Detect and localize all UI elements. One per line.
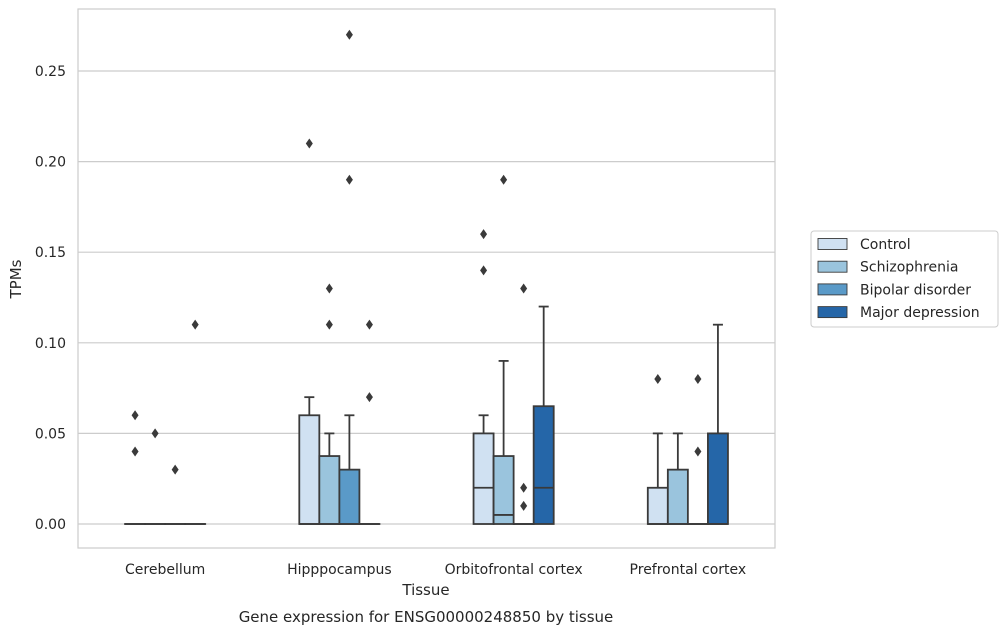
y-tick-label: 0.10 <box>35 336 66 352</box>
y-tick-label: 0.25 <box>35 64 66 80</box>
outlier-point <box>191 319 199 330</box>
outlier-point <box>480 265 488 276</box>
box-schizophrenia <box>318 283 341 525</box>
outlier-point <box>345 174 353 185</box>
box-schizophrenia <box>666 432 689 525</box>
outlier-point <box>305 138 313 149</box>
box-body <box>338 468 361 525</box>
box-major-depression <box>707 323 729 525</box>
legend-swatch <box>817 306 848 319</box>
y-tick-labels: 0.00 0.05 0.10 0.15 0.20 0.25 <box>35 64 66 533</box>
x-tick-label: Prefrontal cortex <box>630 562 747 578</box>
box-control <box>646 374 669 525</box>
box-bipolar-disorder <box>338 29 361 525</box>
legend-label: Bipolar disorder <box>860 282 971 298</box>
box-control <box>124 410 146 525</box>
x-tick-labels: Cerebellum Hipppocampus Orbitofrontal cort… <box>125 562 746 578</box>
y-tick-label: 0.20 <box>35 155 66 171</box>
legend-label: Control <box>860 237 911 253</box>
outlier-point <box>365 319 373 330</box>
box-control <box>298 138 321 525</box>
box-body <box>666 468 689 525</box>
outlier-point <box>694 446 702 457</box>
y-tick-label: 0.00 <box>35 517 66 533</box>
box-schizophrenia <box>492 174 515 525</box>
outlier-point <box>694 374 702 385</box>
x-tick-label: Orbitofrontal cortex <box>445 562 583 578</box>
box-body <box>707 432 729 525</box>
x-tick-label: Hipppocampus <box>287 562 392 578</box>
x-tick-label: Cerebellum <box>125 562 205 578</box>
legend-frame <box>810 230 999 328</box>
box-body <box>646 486 669 525</box>
y-tick-label: 0.05 <box>35 426 66 442</box>
box-body <box>472 432 495 525</box>
outlier-point <box>520 482 528 493</box>
outlier-point <box>520 500 528 511</box>
box-body <box>492 455 515 525</box>
outlier-point <box>480 229 488 240</box>
outlier-point <box>131 446 139 457</box>
plot-background <box>78 9 775 548</box>
outlier-point <box>500 174 508 185</box>
outlier-point <box>151 428 159 439</box>
outlier-point <box>365 392 373 403</box>
box-body <box>318 455 341 525</box>
x-axis-label: Tissue <box>401 581 449 599</box>
outlier-point <box>345 29 353 40</box>
box-major-depression <box>184 319 207 525</box>
box-bipolar-disorder <box>686 374 709 525</box>
outlier-point <box>654 374 662 385</box>
outlier-point <box>171 464 179 475</box>
legend-swatch <box>817 283 848 296</box>
outlier-point <box>325 319 333 330</box>
legend: Control Schizophrenia Bipolar disorder Majo… <box>810 230 999 328</box>
y-axis-label: TPMs <box>7 259 25 299</box>
box-major-depression <box>532 305 555 525</box>
box-body <box>298 414 321 525</box>
chart-caption: Gene expression for ENSG00000248850 by t… <box>239 608 614 626</box>
y-tick-label: 0.15 <box>35 245 66 261</box>
box-major-depression <box>358 319 381 525</box>
box-body <box>532 405 555 525</box>
legend-label: Major depression <box>860 305 980 321</box>
outlier-point <box>325 283 333 294</box>
legend-swatch <box>817 238 848 250</box>
legend-label: Schizophrenia <box>860 260 958 276</box>
outlier-point <box>520 283 528 294</box>
outlier-point <box>131 410 139 421</box>
legend-swatch <box>817 260 848 273</box>
plot-frame <box>77 8 776 549</box>
box-plots <box>124 29 729 525</box>
